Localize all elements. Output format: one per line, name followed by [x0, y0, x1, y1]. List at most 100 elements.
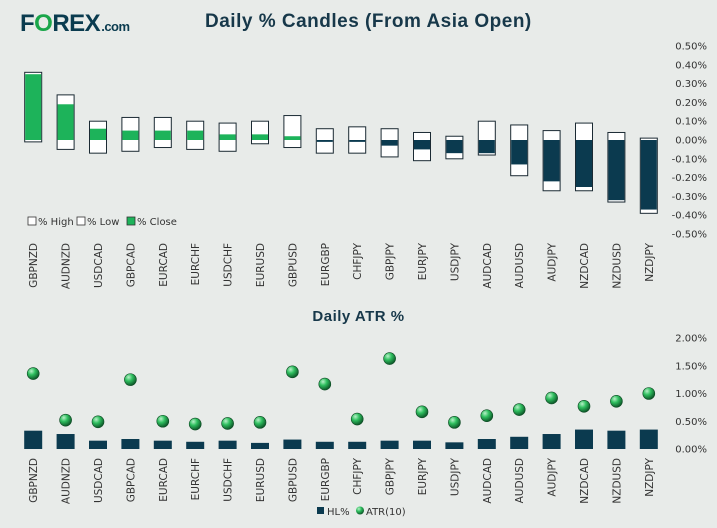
hl-bar	[510, 436, 529, 449]
x-tick-label-atr: EURCAD	[158, 458, 170, 502]
x-tick-label-candles: USDCAD	[93, 243, 105, 288]
atr-marker	[156, 414, 170, 428]
hl-bar	[315, 441, 334, 449]
x-tick-label-candles: AUDJPY	[547, 242, 559, 281]
candle-close-bar	[349, 140, 366, 142]
x-tick-label-candles: CHFJPY	[352, 242, 364, 279]
x-tick-label-atr: USDJPY	[449, 457, 461, 496]
atr-marker	[610, 394, 623, 408]
x-tick-label-atr: NZDUSD	[611, 458, 623, 504]
hl-bar	[413, 440, 431, 449]
x-tick-label-candles: NZDJPY	[644, 242, 656, 281]
legend-swatch-candles	[27, 216, 37, 226]
x-tick-label-candles: NZDCAD	[579, 243, 591, 289]
legend-label-candles: % Low	[87, 217, 119, 228]
atr-marker	[318, 377, 332, 391]
atr-marker	[415, 405, 429, 419]
x-tick-label-candles: NZDUSD	[611, 243, 623, 289]
atr-marker	[91, 415, 105, 429]
x-tick-label-candles: GBPNZD	[28, 243, 40, 288]
legend-swatch-candles	[126, 216, 136, 226]
y-tick-label-candles: -0.30%	[672, 192, 707, 203]
y-tick-label-atr: 1.00%	[675, 389, 707, 400]
x-tick-label-atr: EURGBP	[320, 458, 332, 501]
candles-chart-title: Daily % Candles (From Asia Open)	[205, 11, 532, 32]
x-tick-label-candles: USDJPY	[449, 242, 461, 281]
atr-marker	[480, 409, 494, 423]
hl-bar	[283, 439, 302, 449]
x-tick-label-atr: AUDUSD	[514, 458, 526, 503]
hl-bar	[607, 430, 626, 449]
x-tick-label-atr: GBPUSD	[287, 458, 299, 502]
candle-close-bar	[154, 130, 171, 140]
candle-close-bar	[446, 140, 463, 154]
y-tick-label-candles: -0.10%	[672, 154, 707, 165]
forex-logo: F O REX .com	[20, 10, 130, 38]
x-tick-label-atr: AUDNZD	[61, 458, 73, 504]
atr-marker	[577, 399, 591, 413]
y-tick-label-atr: 2.00%	[675, 334, 707, 345]
candle-close-bar	[284, 136, 301, 140]
logo-text-o: O	[34, 10, 53, 37]
hl-bar	[218, 440, 237, 449]
candle-close-bar	[478, 140, 495, 154]
hl-bar	[89, 440, 107, 449]
legend-label-candles: % High	[38, 217, 74, 228]
atr-marker	[124, 373, 137, 386]
x-tick-label-candles: AUDNZD	[61, 243, 73, 289]
hl-bar	[380, 440, 399, 449]
x-tick-label-atr: GBPCAD	[125, 458, 137, 502]
y-tick-label-atr: 0.50%	[675, 417, 707, 428]
candle-close-bar	[543, 140, 560, 182]
atr-marker	[286, 365, 299, 379]
candle-close-bar	[608, 140, 625, 201]
x-tick-label-atr: EURUSD	[255, 458, 267, 502]
x-tick-label-atr: USDCHF	[223, 458, 235, 502]
atr-marker	[448, 416, 461, 429]
x-tick-label-atr: USDCAD	[93, 458, 105, 503]
x-tick-label-candles: EURCAD	[158, 243, 170, 287]
atr-marker	[188, 417, 202, 431]
atr-chart-title: Daily ATR %	[312, 308, 405, 325]
hl-bar	[24, 430, 43, 449]
x-tick-label-atr: EURJPY	[417, 457, 429, 495]
x-tick-label-candles: GBPUSD	[287, 243, 299, 287]
legend-label-hl: HL%	[327, 507, 350, 518]
candle-close-bar	[57, 104, 74, 140]
hl-bar	[56, 434, 75, 449]
y-tick-label-candles: -0.20%	[672, 173, 707, 184]
x-tick-label-candles: EURJPY	[417, 242, 429, 280]
x-tick-label-candles: GBPCAD	[125, 243, 137, 287]
hl-bar	[348, 441, 367, 449]
legend-marker-atr	[356, 506, 364, 515]
x-tick-label-atr: AUDJPY	[547, 457, 559, 496]
hl-bar	[251, 442, 269, 449]
hl-bar	[153, 440, 172, 449]
candle-close-bar	[576, 140, 592, 187]
y-tick-label-candles: -0.50%	[672, 230, 707, 241]
y-tick-label-candles: 0.40%	[675, 60, 707, 71]
x-tick-label-candles: EURCHF	[190, 243, 202, 285]
x-tick-label-candles: AUDCAD	[482, 243, 494, 289]
candle-close-bar	[25, 74, 42, 140]
candle-range-bar	[251, 120, 269, 145]
hl-bar	[477, 439, 496, 449]
atr-marker	[59, 413, 72, 427]
candle-close-bar	[219, 134, 236, 140]
y-tick-label-candles: 0.10%	[675, 117, 707, 128]
y-tick-label-candles: -0.40%	[672, 211, 707, 222]
atr-marker	[642, 387, 656, 400]
x-tick-label-atr: EURCHF	[190, 458, 202, 500]
atr-marker	[512, 403, 526, 416]
x-tick-label-candles: USDCHF	[223, 243, 235, 287]
atr-marker	[545, 391, 558, 405]
y-tick-label-candles: 0.50%	[675, 42, 707, 53]
candle-close-bar	[414, 140, 430, 150]
x-tick-label-candles: AUDUSD	[514, 243, 526, 288]
candle-range-bar	[283, 115, 302, 149]
y-tick-label-candles: 0.00%	[675, 136, 707, 147]
atr-marker	[26, 367, 40, 380]
logo-text-f: F	[20, 10, 35, 37]
y-tick-label-atr: 1.50%	[675, 361, 707, 372]
